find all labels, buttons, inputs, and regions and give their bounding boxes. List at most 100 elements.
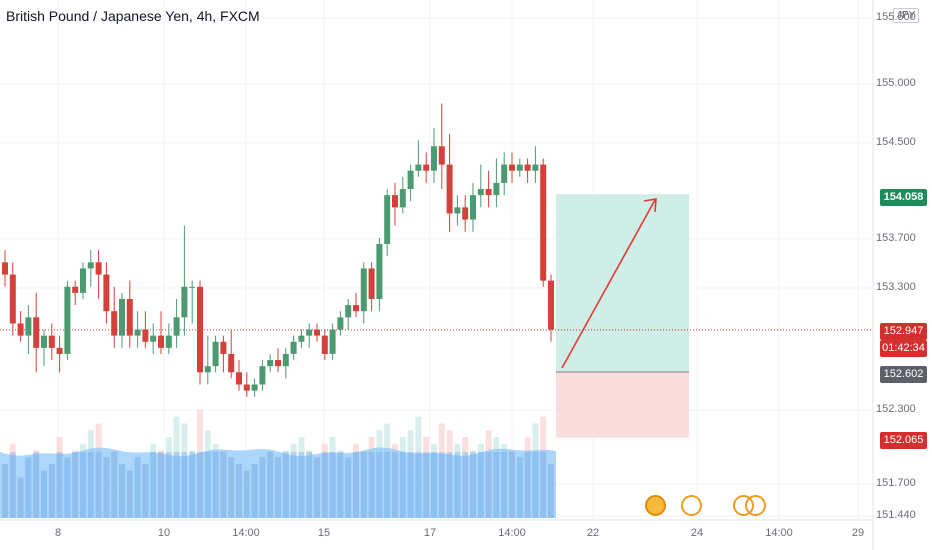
volume-bar [345,457,352,518]
volume-bar [407,452,414,518]
volume-bar [189,452,196,518]
candle-body [548,280,554,330]
volume-bar [454,452,461,518]
volume-bar [56,452,63,518]
candle-body [399,189,406,208]
volume-bar [9,452,16,518]
volume-bar [493,452,500,518]
candle-body [501,164,508,183]
candle-body [251,384,258,391]
volume-bar [119,464,125,518]
candle-body [407,170,414,190]
volume-bar [80,452,86,518]
candle-body [220,341,227,354]
candle-body [158,335,164,348]
volume-bar [329,452,336,518]
candle-body [321,335,328,354]
candle-body [384,195,391,245]
volume-bar [17,477,24,518]
time-tick-label: 14:00 [765,527,793,539]
candle-body [204,366,211,373]
candle-body [236,372,242,385]
candle-body [438,146,445,165]
candle-body [314,329,320,336]
candle-body [360,268,367,312]
volume-bar [438,452,445,518]
candle-body [48,335,55,348]
candle-body [64,286,71,354]
volume-bar [267,452,274,518]
time-tick-label: 15 [317,527,331,539]
volume-bar [516,457,523,518]
volume-bar [540,452,547,518]
candle-body [353,305,359,312]
price-tick-label: 153.700 [876,232,916,244]
volume-bar [103,457,110,518]
volume-bar [228,457,235,518]
volume-bar [142,464,149,518]
candle-body [470,195,476,220]
volume-bar [431,452,437,518]
volume-bar [243,470,250,518]
candle-body [267,360,274,367]
candle-body [2,262,8,275]
trend-arrow-head [643,198,657,213]
candle-body [111,311,118,336]
candle-body [462,207,469,220]
volume-bar [509,452,515,518]
candle-body [17,323,24,336]
candle-body [446,164,453,214]
loss-zone [556,372,689,438]
volume-bar [150,452,157,518]
volume-bar [197,452,203,518]
currency-button[interactable]: JPY [893,8,920,23]
candle-body [368,268,375,299]
volume-bar [384,452,391,518]
candle-body [532,164,539,171]
profit-zone [556,194,689,373]
time-tick-label: 10 [157,527,171,539]
time-tick-label: 17 [423,527,437,539]
time-tick-label: 14:00 [498,527,526,539]
volume-bar [165,452,172,518]
volume-bar [321,452,328,518]
target-price-badge: 154.058 [880,189,927,206]
volume-bar [126,470,133,518]
trend-arrow [561,199,656,369]
volume-bar [87,452,94,518]
candle-body [454,207,461,214]
volume-bar [446,452,453,518]
candle-body [95,262,102,275]
volume-bar [41,470,47,518]
candle-body [142,329,149,342]
candle-body [165,335,172,348]
volume-bar [353,452,359,518]
candle-body [126,298,133,336]
candle-body [9,274,16,324]
volume-bar [212,452,219,518]
current-price-badge: 152.947 [880,323,927,340]
candle-body [275,360,281,367]
candle-body [290,341,297,354]
volume-bar [524,452,531,518]
price-tick-label: 151.700 [876,477,916,489]
time-tick-label: 8 [54,527,62,539]
volume-bar [462,452,469,518]
event-marker-icon[interactable] [681,495,702,516]
uk-flag-event-icon[interactable] [645,495,666,516]
volume-bar [290,452,297,518]
candle-body [56,347,63,354]
candle-body [80,268,86,293]
candle-body [150,335,157,342]
volume-bar [282,452,289,518]
candle-body [72,286,79,293]
volume-bar [368,452,375,518]
volume-bar [337,452,344,518]
volume-bar [477,452,484,518]
time-tick-label: 29 [851,527,865,539]
volume-bar [181,452,188,518]
volume-bar [548,464,554,518]
candle-body [181,286,188,318]
event-marker-icon[interactable] [745,495,766,516]
